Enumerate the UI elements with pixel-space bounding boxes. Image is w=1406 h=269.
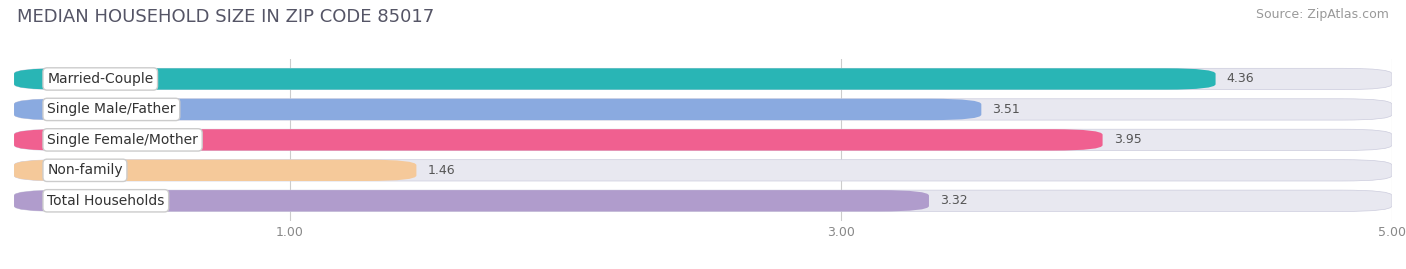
FancyBboxPatch shape	[14, 129, 1102, 151]
Text: 3.95: 3.95	[1114, 133, 1142, 146]
Text: 1.46: 1.46	[427, 164, 456, 177]
Text: 3.32: 3.32	[941, 194, 967, 207]
FancyBboxPatch shape	[14, 190, 929, 211]
Text: Single Female/Mother: Single Female/Mother	[48, 133, 198, 147]
FancyBboxPatch shape	[14, 129, 1392, 151]
Text: Single Male/Father: Single Male/Father	[48, 102, 176, 116]
FancyBboxPatch shape	[14, 160, 1392, 181]
Text: Married-Couple: Married-Couple	[48, 72, 153, 86]
Text: MEDIAN HOUSEHOLD SIZE IN ZIP CODE 85017: MEDIAN HOUSEHOLD SIZE IN ZIP CODE 85017	[17, 8, 434, 26]
Text: 3.51: 3.51	[993, 103, 1021, 116]
FancyBboxPatch shape	[14, 99, 1392, 120]
FancyBboxPatch shape	[14, 68, 1392, 90]
FancyBboxPatch shape	[14, 160, 416, 181]
Text: 4.36: 4.36	[1226, 72, 1254, 86]
FancyBboxPatch shape	[14, 68, 1216, 90]
Text: Total Households: Total Households	[48, 194, 165, 208]
Text: Non-family: Non-family	[48, 163, 122, 177]
FancyBboxPatch shape	[14, 190, 1392, 211]
Text: Source: ZipAtlas.com: Source: ZipAtlas.com	[1256, 8, 1389, 21]
FancyBboxPatch shape	[14, 99, 981, 120]
